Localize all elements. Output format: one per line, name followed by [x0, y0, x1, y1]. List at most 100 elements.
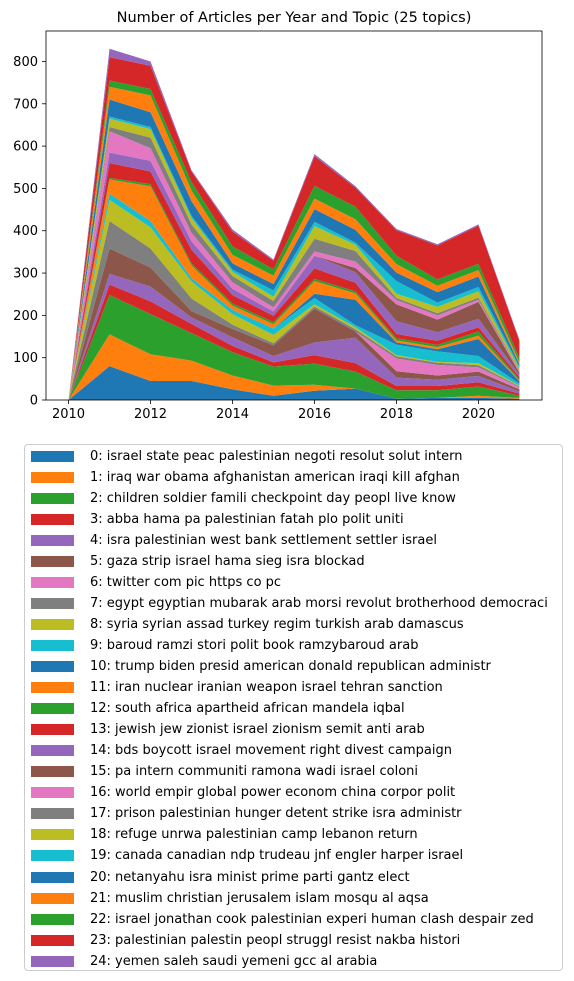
legend-swatch	[31, 555, 74, 567]
x-tick-label: 2012	[134, 407, 167, 422]
legend-label: 5: gaza strip israel hama sieg isra bloc…	[90, 553, 365, 569]
y-tick-label: 100	[13, 351, 38, 366]
legend-item: 22: israel jonathan cook palestinian exp…	[31, 909, 534, 929]
legend-item: 18: refuge unrwa palestinian camp lebano…	[31, 825, 418, 845]
y-tick-label: 400	[13, 224, 38, 239]
legend-swatch	[31, 492, 74, 504]
legend-swatch	[31, 703, 74, 715]
legend-swatch	[31, 640, 74, 651]
legend-label: 18: refuge unrwa palestinian camp lebano…	[90, 827, 418, 843]
area-series-20	[68, 99, 520, 401]
area-series-3	[68, 284, 520, 400]
legend-label: 12: south africa apartheid african mande…	[90, 701, 405, 717]
area-series-2	[68, 295, 520, 400]
legend-item: 2: children soldier famili checkpoint da…	[31, 488, 456, 508]
legend-swatch	[31, 829, 74, 841]
area-series-22	[68, 80, 520, 400]
legend-item: 0: israel state peac palestinian negoti …	[31, 446, 463, 466]
legend-swatch	[31, 766, 74, 778]
legend-swatch	[31, 934, 74, 946]
legend-item: 11: iran nuclear iranian weapon israel t…	[31, 678, 443, 698]
legend-label: 9: baroud ramzi stori polit book ramzyba…	[90, 638, 419, 653]
y-tick-label: 600	[13, 140, 38, 155]
legend-swatch	[31, 745, 74, 757]
legend-swatch	[31, 724, 74, 736]
legend-label: 15: pa intern communiti ramona wadi isra…	[90, 764, 419, 780]
area-layers	[68, 48, 520, 401]
legend-label: 11: iran nuclear iranian weapon israel t…	[90, 680, 443, 696]
legend-item: 5: gaza strip israel hama sieg isra bloc…	[31, 551, 365, 571]
legend-swatch	[31, 618, 74, 630]
legend-swatch	[31, 471, 74, 483]
legend-label: 6: twitter com pic https co pc	[90, 574, 282, 590]
area-series-19	[68, 116, 520, 400]
legend-label: 16: world empir global power econom chin…	[90, 785, 456, 801]
legend-item: 6: twitter com pic https co pc	[31, 572, 281, 592]
y-tick-label: 700	[13, 97, 38, 112]
legend-item: 4: isra palestinian west bank settlement…	[31, 530, 437, 550]
legend-label: 19: canada canadian ndp trudeau jnf engl…	[90, 848, 464, 864]
axes: 2010 2012 2014 2016 2018 2020 0 100 200 300 400 500…	[13, 30, 543, 422]
y-tick-label: 800	[13, 55, 38, 70]
area-series-5	[68, 248, 520, 400]
legend-label: 14: bds boycott israel movement right di…	[90, 743, 453, 759]
legend-label: 2: children soldier famili checkpoint da…	[90, 490, 456, 506]
legend-item: 13: jewish jew zionist israel zionism se…	[31, 720, 425, 740]
legend-label: 0: israel state peac palestinian negoti …	[90, 448, 463, 464]
legend-swatch	[31, 787, 74, 799]
legend-swatch	[31, 850, 74, 862]
legend-swatch	[31, 661, 74, 672]
area-series-9	[68, 193, 520, 400]
y-tick-label: 300	[13, 267, 38, 282]
legend-item: 16: world empir global power econom chin…	[31, 783, 455, 803]
legend-label: 24: yemen saleh saudi yemeni gcc al arab…	[90, 953, 378, 969]
legend-swatch	[31, 892, 74, 904]
area-series-7	[68, 221, 520, 400]
legend-label: 17: prison palestinian hunger detent str…	[90, 806, 462, 822]
legend-item: 7: egypt egyptian mubarak arab morsi rev…	[31, 593, 548, 613]
legend-swatch	[31, 534, 74, 546]
legend-label: 22: israel jonathan cook palestinian exp…	[90, 911, 534, 927]
legend-label: 10: trump biden presid american donald r…	[90, 659, 491, 674]
legend-label: 8: syria syrian assad turkey regim turki…	[90, 616, 464, 632]
legend-label: 1: iraq war obama afghanistan american i…	[90, 469, 460, 485]
legend-label: 4: isra palestinian west bank settlement…	[90, 532, 437, 548]
x-tick-label: 2014	[216, 407, 249, 422]
y-tick-label: 200	[13, 309, 38, 324]
area-series-0	[68, 366, 520, 400]
legend-label: 3: abba hama pa palestinian fatah plo po…	[90, 511, 404, 527]
x-tick-label: 2020	[462, 407, 495, 422]
legend-item: 9: baroud ramzi stori polit book ramzyba…	[31, 636, 418, 656]
legend-swatch	[31, 913, 74, 925]
legend-swatch	[31, 513, 74, 525]
x-tick-label: 2016	[298, 407, 331, 422]
legend-label: 7: egypt egyptian mubarak arab morsi rev…	[90, 595, 548, 611]
legend-item: 1: iraq war obama afghanistan american i…	[31, 467, 460, 487]
legend-swatch	[31, 955, 74, 967]
legend-label: 21: muslim christian jerusalem islam mos…	[90, 890, 429, 906]
area-series-1	[68, 334, 520, 400]
legend-item: 23: palestinian palestin peopl struggl r…	[31, 930, 460, 950]
legend-item: 8: syria syrian assad turkey regim turki…	[31, 614, 464, 634]
legend-swatch	[31, 682, 74, 694]
legend-item: 15: pa intern communiti ramona wadi isra…	[31, 762, 418, 782]
legend-item: 12: south africa apartheid african mande…	[31, 699, 405, 719]
legend-item: 24: yemen saleh saudi yemeni gcc al arab…	[31, 951, 377, 971]
legend-item: 21: muslim christian jerusalem islam mos…	[31, 888, 429, 908]
legend-swatch	[31, 576, 74, 588]
chart-title: Number of Articles per Year and Topic (2…	[117, 10, 472, 26]
legend-label: 13: jewish jew zionist israel zionism se…	[90, 722, 425, 738]
plot-frame	[45, 30, 543, 401]
stacked-area-chart: Number of Articles per Year and Topic (2…	[13, 10, 543, 422]
x-tick-label: 2018	[380, 407, 413, 422]
legend-item: 3: abba hama pa palestinian fatah plo po…	[31, 509, 404, 529]
legend-swatch	[31, 450, 74, 462]
y-tick-label: 500	[13, 182, 38, 197]
x-tick-label: 2010	[52, 407, 85, 422]
area-series-8	[68, 199, 520, 400]
legend-swatch	[31, 808, 74, 820]
legend-label: 20: netanyahu isra minist prime parti ga…	[90, 869, 410, 885]
y-tick-label: 0	[30, 394, 38, 409]
legend-item: 10: trump biden presid american donald r…	[31, 657, 491, 677]
area-series-6	[68, 248, 520, 400]
